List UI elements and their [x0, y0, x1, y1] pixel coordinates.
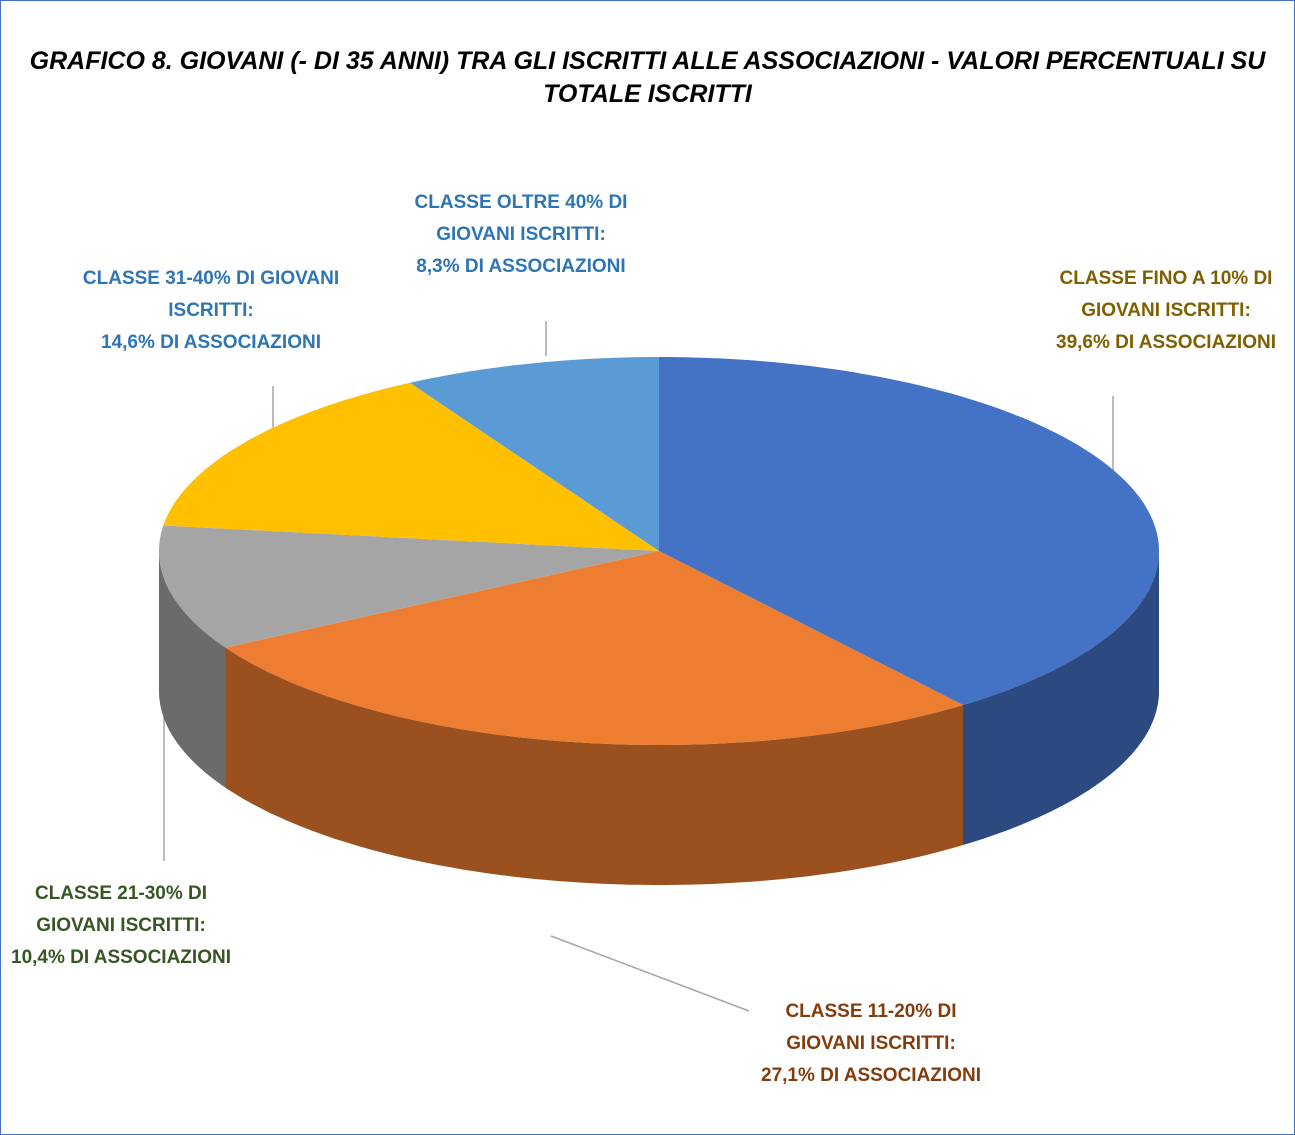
slice-side — [963, 551, 1159, 845]
pie-sides — [159, 551, 1159, 885]
slice-side-shade — [225, 647, 963, 885]
slice — [163, 382, 660, 551]
slice-side — [159, 551, 226, 788]
value-label: 8,3% DI ASSOCIAZIONI — [416, 256, 626, 277]
category-label: CLASSE 21-30% DI GIOVANI ISCRITTI: — [34, 883, 208, 936]
category-label: CLASSE 11-20% DI GIOVANI ISCRITTI: — [785, 1001, 957, 1054]
slice — [659, 357, 1159, 705]
value-label: 14,6% DI ASSOCIAZIONI — [101, 332, 321, 353]
data-label: CLASSE 21-30% DI GIOVANI ISCRITTI: 10,4% … — [1, 878, 241, 974]
slice — [409, 357, 659, 551]
category-label: CLASSE OLTRE 40% DI GIOVANI ISCRITTI: — [414, 192, 628, 245]
value-label: 10,4% DI ASSOCIAZIONI — [11, 947, 231, 968]
value-label: 27,1% DI ASSOCIAZIONI — [761, 1065, 981, 1086]
category-label: CLASSE 31-40% DI GIOVANI ISCRITTI: — [82, 268, 340, 321]
chart-title: GRAFICO 8. GIOVANI (- DI 35 ANNI) TRA GL… — [29, 47, 1266, 108]
pie-tops — [159, 357, 1159, 745]
slice-side-shade — [963, 551, 1159, 845]
leader-line — [550, 935, 750, 1012]
slice — [159, 525, 659, 648]
slice — [225, 551, 963, 745]
value-label: 39,6% DI ASSOCIAZIONI — [1056, 332, 1276, 353]
data-label: CLASSE OLTRE 40% DI GIOVANI ISCRITTI: 8,3… — [396, 187, 646, 283]
category-label: CLASSE FINO A 10% DI GIOVANI ISCRITTI: — [1059, 268, 1273, 321]
leader-lines — [163, 321, 1114, 1012]
slice-side — [225, 647, 963, 885]
data-label: CLASSE 11-20% DI GIOVANI ISCRITTI: 27,1% … — [746, 996, 996, 1092]
data-label: CLASSE 31-40% DI GIOVANI ISCRITTI: 14,6% … — [61, 263, 361, 359]
slice-side-shade — [159, 551, 226, 788]
data-label: CLASSE FINO A 10% DI GIOVANI ISCRITTI: 39… — [1046, 263, 1286, 359]
